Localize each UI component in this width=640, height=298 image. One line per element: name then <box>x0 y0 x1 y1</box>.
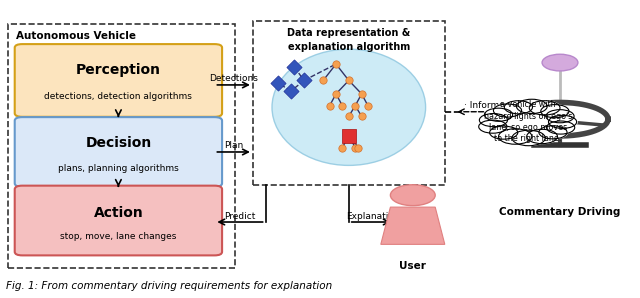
Point <box>356 91 367 96</box>
Text: plans, planning algorithms: plans, planning algorithms <box>58 164 179 173</box>
Circle shape <box>497 128 533 145</box>
Circle shape <box>390 185 435 206</box>
Point <box>331 91 341 96</box>
Point <box>273 81 284 86</box>
Text: a vehicle with
hazard lights on ego's
lane, so ego moves
to the right lane.: a vehicle with hazard lights on ego's la… <box>484 100 572 143</box>
Point <box>344 114 354 119</box>
Text: Action: Action <box>93 206 143 220</box>
Point <box>337 103 348 108</box>
Text: Explanation: Explanation <box>346 212 399 221</box>
Text: User: User <box>399 261 426 271</box>
Ellipse shape <box>492 107 564 137</box>
Polygon shape <box>381 207 445 244</box>
Point <box>337 145 348 150</box>
Text: Perception: Perception <box>76 63 161 77</box>
Circle shape <box>528 100 561 116</box>
FancyBboxPatch shape <box>15 117 222 187</box>
Circle shape <box>477 119 508 134</box>
Text: · Informs ·: · Informs · <box>464 101 509 110</box>
Circle shape <box>511 130 547 146</box>
Circle shape <box>547 115 578 129</box>
Text: Fig. 1: From commentary driving requirements for explanation: Fig. 1: From commentary driving requirem… <box>6 280 333 291</box>
Text: Decision: Decision <box>85 136 152 150</box>
Point <box>318 78 328 83</box>
Circle shape <box>545 109 575 123</box>
Circle shape <box>546 113 574 126</box>
Text: Detections: Detections <box>209 74 258 83</box>
Circle shape <box>488 125 519 140</box>
Circle shape <box>515 99 548 114</box>
Circle shape <box>538 125 568 139</box>
Point <box>286 89 296 93</box>
Circle shape <box>492 103 523 118</box>
Point <box>356 114 367 119</box>
Point <box>299 78 309 83</box>
Bar <box>8 24 235 268</box>
FancyBboxPatch shape <box>15 44 222 117</box>
Text: Autonomous Vehicle: Autonomous Vehicle <box>16 31 136 41</box>
FancyBboxPatch shape <box>15 186 222 255</box>
Point <box>344 78 354 83</box>
Circle shape <box>503 100 534 114</box>
Text: stop, move, lane changes: stop, move, lane changes <box>60 232 177 241</box>
Point <box>350 145 360 150</box>
Text: Commentary Driving: Commentary Driving <box>499 207 621 217</box>
Circle shape <box>545 120 576 135</box>
Point <box>353 145 364 150</box>
Point <box>324 103 335 108</box>
Point <box>350 103 360 108</box>
Circle shape <box>540 104 570 118</box>
Bar <box>253 21 445 185</box>
Point <box>289 65 300 69</box>
Point <box>344 133 354 138</box>
Circle shape <box>525 129 559 144</box>
Circle shape <box>483 108 514 122</box>
Text: detections, detection algorithms: detections, detection algorithms <box>44 92 193 101</box>
Point <box>331 62 341 66</box>
Text: Plan: Plan <box>224 142 243 150</box>
Circle shape <box>478 113 509 127</box>
Ellipse shape <box>272 49 426 165</box>
Text: Data representation &
explanation algorithm: Data representation & explanation algori… <box>287 28 410 52</box>
Text: Predict: Predict <box>224 212 256 221</box>
Point <box>363 103 373 108</box>
Circle shape <box>542 54 578 71</box>
